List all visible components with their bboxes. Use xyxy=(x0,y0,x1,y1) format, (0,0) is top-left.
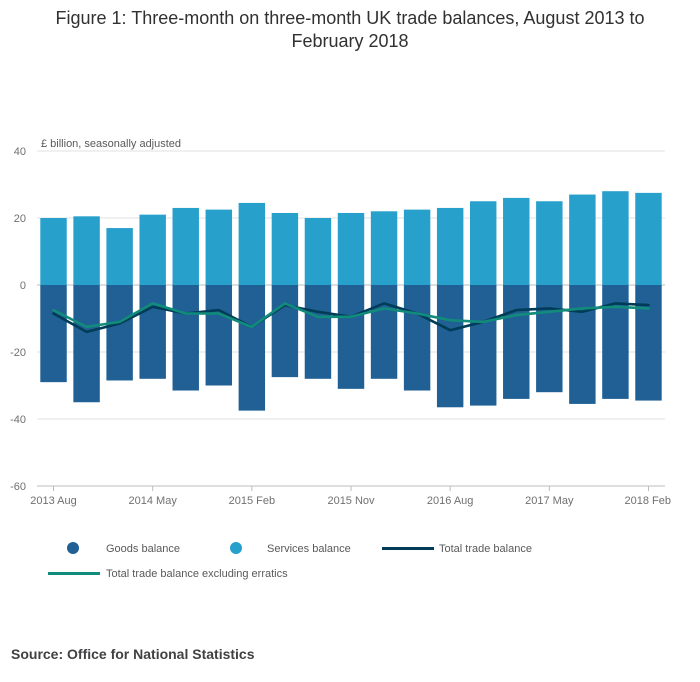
services-bar[interactable] xyxy=(172,207,199,285)
goods-bar[interactable] xyxy=(403,285,431,391)
services-bar[interactable] xyxy=(271,212,299,285)
goods-bar[interactable] xyxy=(73,285,100,403)
services-bar[interactable] xyxy=(205,209,233,285)
y-tick-label: -60 xyxy=(10,481,26,493)
y-tick-label: 20 xyxy=(14,213,26,225)
goods-bar[interactable] xyxy=(139,285,166,379)
services-bar[interactable] xyxy=(469,201,497,285)
services-bar[interactable] xyxy=(569,194,596,285)
goods-bar[interactable] xyxy=(337,285,365,389)
bars-group xyxy=(40,191,662,411)
lines-group xyxy=(52,302,650,334)
services-bar[interactable] xyxy=(602,191,629,285)
services-bar[interactable] xyxy=(238,202,266,285)
services-bar[interactable] xyxy=(73,216,100,285)
services-bar[interactable] xyxy=(635,192,662,285)
x-tick-label: 2015 Feb xyxy=(229,495,275,507)
y-tick-label: 0 xyxy=(20,280,26,292)
goods-bar[interactable] xyxy=(304,285,332,379)
x-tick-label: 2015 Nov xyxy=(327,495,375,507)
goods-bar[interactable] xyxy=(172,285,199,391)
services-bar[interactable] xyxy=(304,218,332,285)
goods-bar[interactable] xyxy=(569,285,596,404)
y-axis-ticks: 40 20 0 -20 -40 -60 xyxy=(10,146,26,493)
x-tick-label: 2013 Aug xyxy=(30,495,77,507)
goods-bar[interactable] xyxy=(503,285,530,399)
services-bar[interactable] xyxy=(436,207,464,285)
y-tick-label: 40 xyxy=(14,146,26,158)
services-bar[interactable] xyxy=(106,228,133,285)
y-tick-label: -20 xyxy=(10,347,26,359)
source-note: Source: Office for National Statistics xyxy=(11,646,255,662)
excl-erratics-line[interactable] xyxy=(52,302,650,329)
services-bar[interactable] xyxy=(536,201,563,285)
services-bar[interactable] xyxy=(139,214,166,285)
services-bar[interactable] xyxy=(503,197,530,285)
x-tick-label: 2018 Feb xyxy=(625,495,671,507)
services-bar[interactable] xyxy=(40,218,67,285)
services-bar[interactable] xyxy=(370,211,398,285)
goods-bar[interactable] xyxy=(238,285,266,411)
goods-bar[interactable] xyxy=(106,285,133,381)
goods-bar[interactable] xyxy=(602,285,629,399)
goods-bar[interactable] xyxy=(436,285,464,408)
goods-bar[interactable] xyxy=(271,285,299,378)
services-bar[interactable] xyxy=(403,209,431,285)
services-bar[interactable] xyxy=(337,212,365,285)
goods-bar[interactable] xyxy=(536,285,563,393)
goods-bar[interactable] xyxy=(635,285,662,401)
goods-bar[interactable] xyxy=(469,285,497,406)
x-tick-label: 2014 May xyxy=(129,495,178,507)
chart-title: Figure 1: Three-month on three-month UK … xyxy=(55,8,645,51)
y-axis-unit-label: £ billion, seasonally adjusted xyxy=(41,138,181,150)
goods-bar[interactable] xyxy=(40,285,67,383)
goods-bar[interactable] xyxy=(370,285,398,379)
goods-bar[interactable] xyxy=(205,285,233,386)
x-tick-label: 2017 May xyxy=(525,495,574,507)
x-axis: 2013 Aug 2014 May 2015 Feb 2015 Nov 2016 Aug… xyxy=(30,485,671,507)
y-tick-label: -40 xyxy=(10,414,26,426)
x-tick-label: 2016 Aug xyxy=(427,495,474,507)
